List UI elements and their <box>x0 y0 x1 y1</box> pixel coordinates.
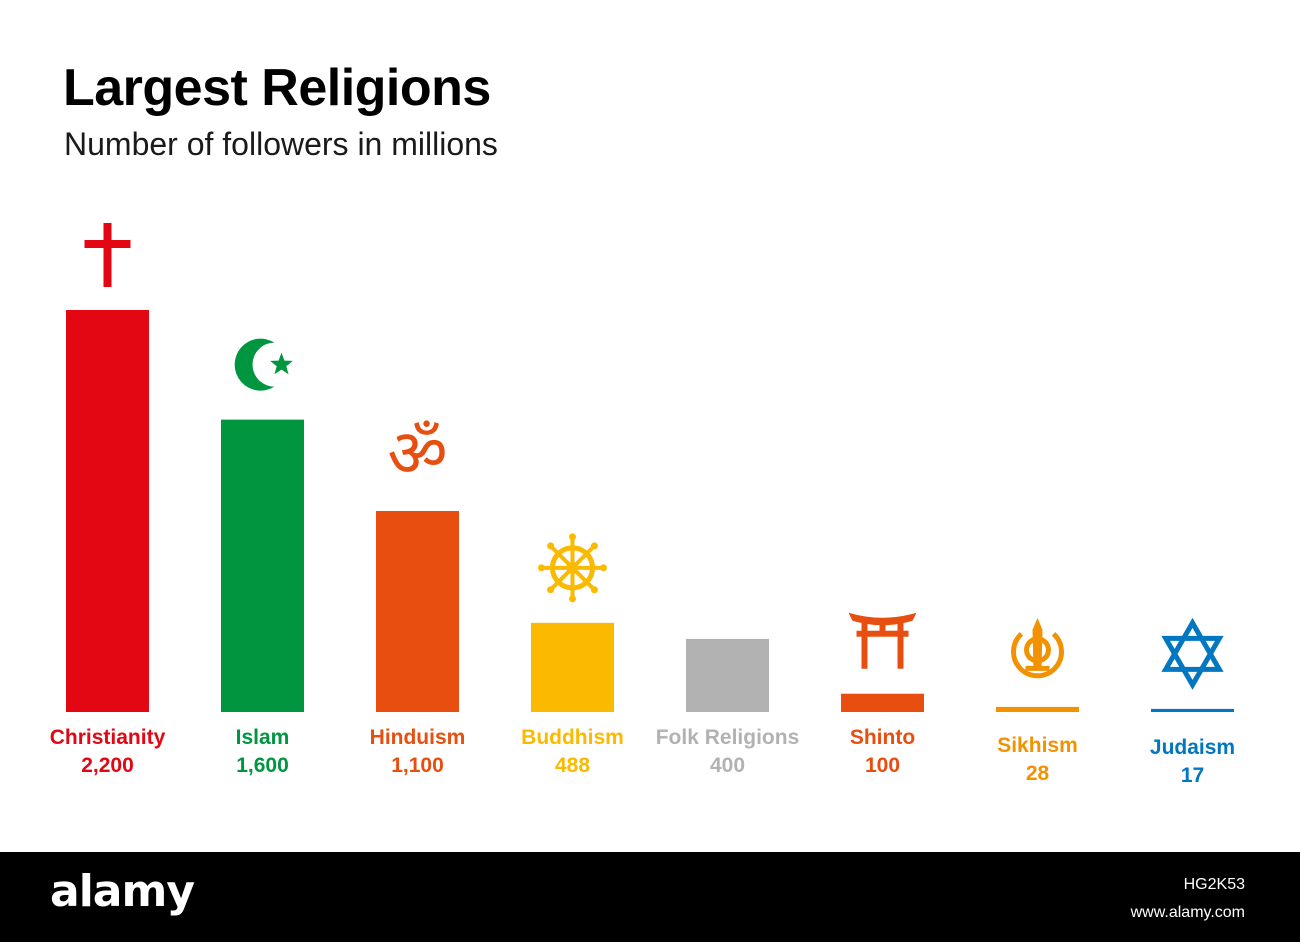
chart-subtitle: Number of followers in millions <box>64 126 498 162</box>
value-label: 400 <box>710 754 745 777</box>
category-label: Folk Religions <box>656 726 800 749</box>
om-icon: ॐ <box>387 415 447 492</box>
svg-text:ॐ: ॐ <box>387 415 447 492</box>
category-label: Hinduism <box>370 726 466 749</box>
torii-gate-icon <box>848 612 917 669</box>
bar-folk-religions <box>686 638 769 712</box>
latin-cross-icon <box>84 223 131 287</box>
value-label: 488 <box>555 754 590 777</box>
category-label: Christianity <box>50 726 166 749</box>
category-label: Buddhism <box>521 726 624 749</box>
footer-logo: alamy <box>50 866 195 917</box>
footer-site: www.alamy.com <box>1130 904 1245 921</box>
category-label: Sikhism <box>997 734 1078 757</box>
khanda-icon <box>1011 617 1064 679</box>
bar-chart: Christianity 2,200 Islam 1,600 ॐ Hinduism 1,10… <box>50 223 1235 787</box>
value-label: 1,100 <box>391 754 444 777</box>
value-label: 28 <box>1026 762 1050 785</box>
category-label: Judaism <box>1150 736 1235 759</box>
dharma-wheel-icon <box>538 533 607 603</box>
star-of-david-icon <box>1161 617 1224 690</box>
value-label: 1,600 <box>236 754 289 777</box>
category-label: Islam <box>236 726 290 749</box>
bar-islam <box>221 419 304 712</box>
crescent-star-icon <box>234 338 293 391</box>
bar-hinduism <box>376 511 459 712</box>
category-label: Shinto <box>850 726 915 749</box>
footer-bar: alamy HG2K53 www.alamy.com <box>0 852 1300 942</box>
bar-sikhism <box>996 706 1079 712</box>
value-label: 100 <box>865 754 900 777</box>
footer-image-id: HG2K53 <box>1183 876 1245 893</box>
bar-judaism <box>1151 708 1234 712</box>
bar-shinto <box>841 693 924 712</box>
value-label: 17 <box>1181 764 1204 787</box>
bar-christianity <box>66 310 149 712</box>
value-label: 2,200 <box>81 754 134 777</box>
chart-title: Largest Religions <box>63 59 491 117</box>
bar-buddhism <box>531 622 614 712</box>
